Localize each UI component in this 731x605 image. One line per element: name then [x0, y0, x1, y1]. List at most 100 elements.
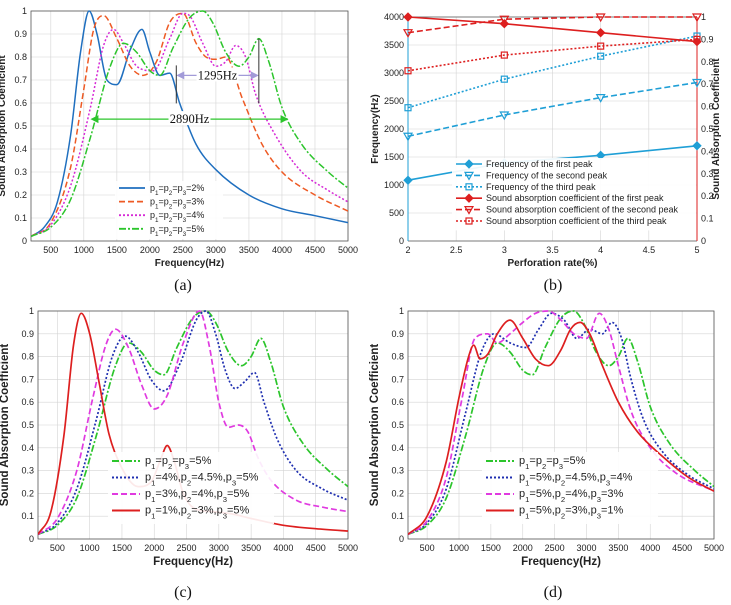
legend-text-part: 3	[559, 462, 563, 471]
legend-text-part: p	[519, 488, 525, 500]
data-point	[403, 12, 413, 22]
y-tick-label: 0.9	[21, 329, 34, 339]
legend-label-4: Sound absorption coefficient of the firs…	[486, 193, 664, 203]
legend-text-part: 3	[183, 217, 187, 224]
legend-text-part: =p	[159, 197, 169, 207]
y2-tick-label: 0.3	[701, 169, 714, 179]
legend-text-part: 2	[561, 495, 565, 504]
y-tick-label: 2500	[384, 96, 404, 106]
data-point	[404, 104, 412, 112]
x-tick-label: 5000	[704, 543, 724, 553]
arrowhead-left	[176, 71, 185, 80]
legend-text-part: =4%,p	[565, 488, 597, 500]
legend-text-part: =5%	[236, 472, 259, 484]
legend-label-3: Frequency of the third peak	[486, 182, 596, 192]
x-tick-label: 4000	[273, 543, 293, 553]
legend-text-part: =4%	[610, 472, 633, 484]
y-tick-label: 0.2	[21, 488, 34, 498]
legend-text-part: 1	[525, 478, 529, 487]
data-point	[500, 75, 508, 83]
legend-text-part: 2	[561, 511, 565, 520]
legend-text-part: =3%,p	[565, 505, 597, 517]
y2-tick-label: 0.1	[701, 214, 714, 224]
legend-text-part: p	[145, 488, 151, 500]
legend-text-part: 1	[151, 495, 155, 504]
y-tick-label: 0.2	[14, 190, 27, 200]
x-tick-label: 4500	[672, 543, 692, 553]
legend-text-part: =5%,p	[529, 488, 561, 500]
legend-text-part: 3	[232, 478, 236, 487]
legend-text-part: 1	[151, 462, 155, 471]
y-tick-label: 0.7	[14, 75, 27, 85]
x-tick-label: 5000	[338, 245, 358, 255]
series-line-1	[408, 310, 714, 536]
series-line-6	[407, 38, 698, 72]
legend-text-part: 3	[183, 190, 187, 197]
legend-text-part: 2	[561, 478, 565, 487]
x-tick-label: 3500	[239, 245, 259, 255]
y-tick-label: 0.4	[391, 443, 404, 453]
legend-text-part: p	[145, 455, 151, 467]
x-tick-label: 2.5	[450, 245, 463, 255]
legend-text-part: 3	[183, 203, 187, 210]
legend-text-part: p	[150, 224, 155, 234]
x-tick-label: 3500	[608, 543, 628, 553]
x-tick-label: 3000	[576, 543, 596, 553]
data-point	[597, 52, 605, 60]
y-tick-label: 0.8	[391, 352, 404, 362]
y-tick-label: 1	[29, 306, 34, 316]
legend-text-part: =4%,p	[191, 488, 223, 500]
legend-text-part: =p	[172, 455, 185, 467]
y-tick-label: 0.6	[21, 397, 34, 407]
legend-text-part: 3	[183, 230, 187, 237]
y-tick-label: 0.9	[391, 329, 404, 339]
series-line-1	[31, 10, 348, 238]
x-tick-label: 2000	[144, 543, 164, 553]
arrowhead-right	[280, 115, 289, 124]
y-tick-label: 0.3	[21, 466, 34, 476]
y-tick-label: 0.7	[21, 374, 34, 384]
data-point	[402, 132, 414, 142]
x-tick-label: 2500	[545, 543, 565, 553]
legend-text-part: =3%	[186, 197, 204, 207]
y-tick-label: 0.3	[14, 167, 27, 177]
data-point	[499, 15, 510, 25]
legend-label-1: p1=p2=p3=5%	[519, 455, 586, 471]
legend-label-3: p1=p2=p3=4%	[150, 210, 204, 224]
x-tick-label: 500	[50, 543, 65, 553]
x-tick-label: 4000	[640, 543, 660, 553]
x-tick-label: 5	[694, 245, 699, 255]
y2-tick-label: 0.9	[701, 34, 714, 44]
legend-text-part: =5%	[189, 455, 212, 467]
x-tick-label: 3500	[241, 543, 261, 553]
legend-text-part: =p	[172, 210, 182, 220]
legend-text-part: =p	[155, 455, 168, 467]
y-tick-label: 0.7	[391, 374, 404, 384]
legend-label-3: p1=5%,p2=4%,p3=3%	[519, 488, 624, 504]
legend-text-part: 1	[151, 511, 155, 520]
y2-tick-label: 1	[701, 12, 706, 22]
data-point	[693, 35, 701, 44]
y2-tick-label: 0	[701, 236, 706, 246]
legend-text-part: 3	[223, 511, 227, 520]
legend-text-part: =p	[172, 197, 182, 207]
y2-axis-label: Sound Absorption Coefficient	[711, 58, 722, 200]
legend-text-part: =5%,p	[529, 505, 561, 517]
legend-text-part: =p	[172, 183, 182, 193]
x-tick-label: 4500	[305, 245, 325, 255]
legend-box	[482, 452, 658, 524]
series-line-2	[407, 81, 698, 138]
legend-text-part: 3	[606, 478, 610, 487]
legend-text-part: p	[519, 455, 525, 467]
legend-marker-1	[464, 159, 474, 169]
legend-text-part: 2	[169, 230, 173, 237]
x-tick-label: 2500	[173, 245, 193, 255]
y-tick-label: 0.8	[14, 52, 27, 62]
y-tick-label: 0.8	[21, 352, 34, 362]
y2-tick-label: 0.2	[701, 191, 714, 201]
series-line-2	[31, 12, 348, 238]
legend-label-2: p1=4%,p2=4.5%,p3=5%	[145, 472, 259, 488]
y-tick-label: 1000	[384, 180, 404, 190]
x-tick-label: 4500	[306, 543, 326, 553]
legend-label-1: p1=p2=p3=5%	[145, 455, 212, 471]
